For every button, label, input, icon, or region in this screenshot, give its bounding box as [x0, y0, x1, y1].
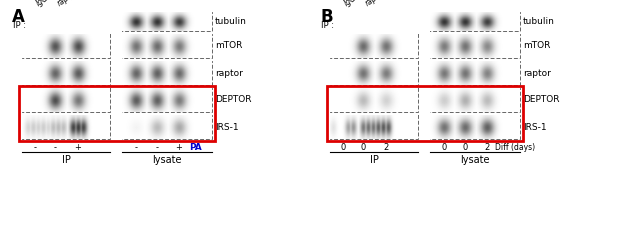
Text: A: A — [12, 8, 25, 26]
Text: 0: 0 — [441, 143, 446, 152]
Text: PA: PA — [189, 143, 202, 152]
Text: mTOR: mTOR — [523, 41, 551, 51]
Text: 2: 2 — [484, 143, 490, 152]
Bar — [430, 61, 520, 85]
Text: +: + — [175, 143, 182, 152]
Text: raptor: raptor — [523, 69, 551, 78]
Text: 0: 0 — [360, 143, 366, 152]
Text: lysate: lysate — [460, 155, 490, 165]
Text: -: - — [53, 143, 56, 152]
Text: DEPTOR: DEPTOR — [523, 95, 559, 104]
Text: -: - — [135, 143, 138, 152]
Text: IRS-1: IRS-1 — [215, 122, 239, 132]
Bar — [22, 88, 110, 112]
Text: 0: 0 — [463, 143, 467, 152]
Text: IgG: IgG — [343, 0, 359, 8]
Text: raptor: raptor — [364, 0, 388, 8]
Text: IP :: IP : — [13, 21, 26, 30]
Text: IRS-1: IRS-1 — [523, 122, 547, 132]
Text: mTOR: mTOR — [215, 41, 242, 51]
Text: -: - — [156, 143, 159, 152]
Bar — [330, 61, 418, 85]
Bar — [430, 12, 520, 31]
Bar — [330, 115, 418, 139]
Text: B: B — [320, 8, 332, 26]
Text: IgG: IgG — [35, 0, 51, 8]
Bar — [22, 115, 110, 139]
Bar — [122, 34, 212, 58]
Bar — [122, 61, 212, 85]
Bar — [22, 34, 110, 58]
Text: -: - — [33, 143, 37, 152]
Text: raptor: raptor — [56, 0, 80, 8]
Bar — [22, 61, 110, 85]
Text: IP: IP — [370, 155, 378, 165]
Bar — [330, 34, 418, 58]
Text: 0: 0 — [340, 143, 345, 152]
Text: tubulin: tubulin — [215, 17, 247, 26]
Text: 2: 2 — [383, 143, 389, 152]
Bar — [430, 88, 520, 112]
Bar — [122, 12, 212, 31]
Text: Diff (days): Diff (days) — [495, 143, 535, 152]
Bar — [122, 115, 212, 139]
Bar — [430, 115, 520, 139]
Bar — [330, 88, 418, 112]
Bar — [19, 86, 215, 141]
Bar — [430, 34, 520, 58]
Bar — [327, 86, 523, 141]
Text: +: + — [74, 143, 81, 152]
Bar — [122, 88, 212, 112]
Text: DEPTOR: DEPTOR — [215, 95, 252, 104]
Text: IP :: IP : — [321, 21, 334, 30]
Text: IP: IP — [61, 155, 71, 165]
Text: lysate: lysate — [153, 155, 182, 165]
Text: raptor: raptor — [215, 69, 243, 78]
Text: tubulin: tubulin — [523, 17, 555, 26]
